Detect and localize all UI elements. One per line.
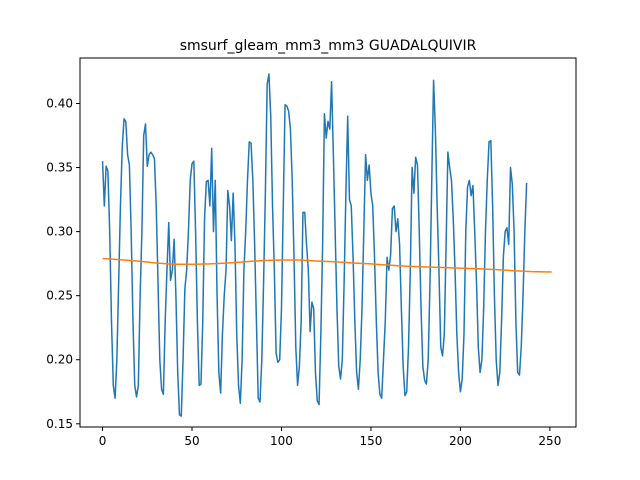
x-tick-label: 150 — [359, 434, 382, 448]
x-tick-label: 0 — [99, 434, 107, 448]
x-tick-label: 250 — [538, 434, 561, 448]
y-tick-label: 0.35 — [46, 161, 73, 175]
x-tick-label: 50 — [184, 434, 199, 448]
y-tick-label: 0.25 — [46, 289, 73, 303]
series-line-1 — [101, 73, 528, 417]
y-tick-label: 0.30 — [46, 225, 73, 239]
series-layer — [101, 73, 552, 417]
chart-title: smsurf_gleam_mm3_mm3 GUADALQUIVIR — [180, 38, 477, 54]
x-tick-label: 200 — [449, 434, 472, 448]
plot-frame — [79, 57, 577, 428]
y-tick-label: 0.20 — [46, 353, 73, 367]
x-tick-label: 100 — [270, 434, 293, 448]
series-line-2 — [102, 257, 552, 273]
y-tick-label: 0.40 — [46, 96, 73, 110]
axes-layer: 0 50 100 150 200 250 0.15 0.20 0.25 0.30 0.35 0.40 — [46, 96, 561, 448]
y-tick-label: 0.15 — [46, 417, 73, 431]
